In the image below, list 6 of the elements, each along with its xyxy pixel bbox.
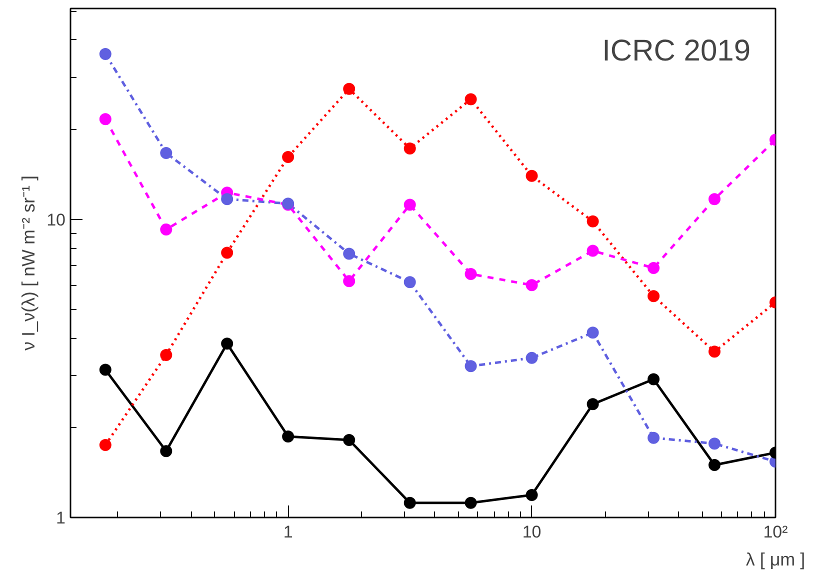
y-axis-title: ν I_ν(λ) [ nW m⁻² sr⁻¹ ]: [18, 176, 39, 350]
x-axis-title: λ [ μm ]: [746, 550, 806, 570]
annotation: ICRC 2019: [602, 34, 751, 68]
x-tick-label: 10: [522, 522, 542, 542]
x-tick-label: 1: [283, 522, 293, 542]
x-tick-label: 10²: [763, 522, 788, 542]
